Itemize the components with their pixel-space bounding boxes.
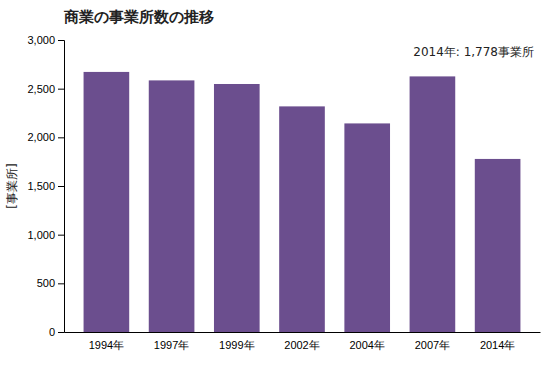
- x-axis-line: [65, 332, 541, 333]
- x-tick-label: 2007年: [415, 339, 450, 351]
- bar: [279, 106, 325, 332]
- y-tick: 1,000: [27, 229, 64, 241]
- y-tick-label: 1,500: [27, 180, 55, 192]
- x-tick-label: 1997年: [154, 339, 189, 351]
- x-tick: 2014年: [480, 339, 515, 351]
- y-tick-mark: [58, 89, 64, 90]
- plot: 05001,0001,5002,0002,5003,0001994年1997年1…: [27, 34, 540, 351]
- bar: [410, 76, 456, 332]
- y-tick: 2,000: [27, 131, 64, 143]
- x-tick: 2007年: [415, 339, 450, 351]
- y-tick-label: 2,500: [27, 83, 55, 95]
- chart-svg: 商業の事業所数の推移 0 500 1,000 1,500 2,000 2,500 3,000 1…: [0, 0, 560, 366]
- x-tick: 1994年: [89, 339, 124, 351]
- y-tick-mark: [58, 186, 64, 187]
- y-label: [事業所]: [5, 163, 19, 208]
- x-tick-label: 1994年: [89, 339, 124, 351]
- x-tick: 1999年: [219, 339, 254, 351]
- y-tick-label: 500: [37, 277, 55, 289]
- x-tick-label: 2014年: [480, 339, 515, 351]
- x-tick-label: 2004年: [349, 339, 384, 351]
- y-tick: 500: [37, 277, 64, 289]
- y-tick: 1,500: [27, 180, 64, 192]
- bar: [84, 72, 130, 332]
- bar: [475, 159, 521, 332]
- title: 商業の事業所数の推移: [63, 8, 214, 26]
- y-tick-mark: [58, 235, 64, 236]
- y-tick: 0: [49, 326, 64, 338]
- bars: [84, 72, 521, 332]
- y-tick-mark: [58, 283, 64, 284]
- y-tick-mark: [58, 137, 64, 138]
- x-tick: 1997年: [154, 339, 189, 351]
- y-tick-label: 1,000: [27, 229, 55, 241]
- y-axis: 0 500 1,000 1,500 2,000 2,500 3,000: [27, 34, 64, 338]
- y-axis-line: [58, 41, 65, 333]
- x-tick: 2004年: [349, 339, 384, 351]
- y-tick-mark: [58, 332, 64, 333]
- bar: [214, 84, 260, 332]
- x-tick-label: 2002年: [284, 339, 319, 351]
- y-tick: 2,500: [27, 83, 64, 95]
- annotation: 2014年: 1,778事業所: [413, 45, 534, 59]
- x-tick: 2002年: [284, 339, 319, 351]
- bar: [149, 80, 195, 332]
- y-tick: 3,000: [27, 34, 64, 46]
- x-axis: 1994年 1997年 1999年 2002年 2004年 2007年 2014年: [65, 333, 541, 351]
- y-tick-label: 0: [49, 326, 55, 338]
- y-tick-label: 3,000: [27, 34, 55, 46]
- x-tick-label: 1999年: [219, 339, 254, 351]
- y-tick-mark: [58, 40, 64, 41]
- y-tick-label: 2,000: [27, 131, 55, 143]
- bar: [344, 123, 390, 332]
